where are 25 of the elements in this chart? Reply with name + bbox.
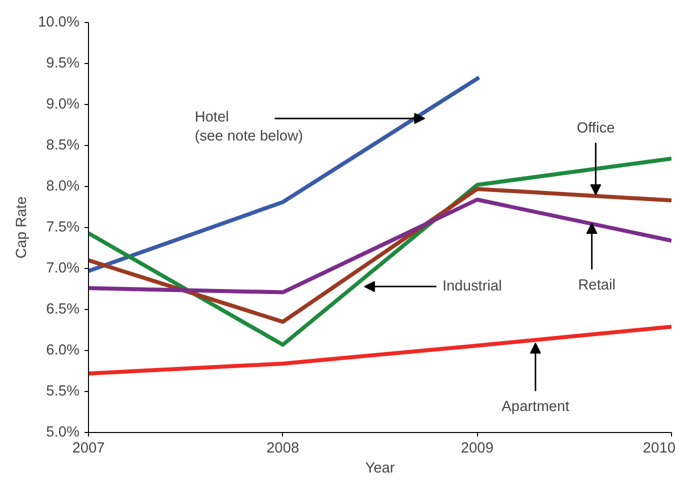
y-tick-label: 9.5% — [46, 56, 80, 72]
y-axis-title: Cap Rate — [14, 196, 30, 258]
y-tick-label: 6.5% — [46, 302, 80, 318]
annotation: Retail — [578, 277, 616, 294]
y-tick-label: 6.0% — [46, 342, 80, 358]
x-axis-title: Year — [365, 460, 395, 476]
y-tick-label: 10.0% — [38, 14, 80, 30]
x-tick-label: 2007 — [72, 440, 105, 456]
y-tick-label: 5.0% — [46, 424, 80, 440]
y-tick-label: 7.5% — [46, 220, 80, 236]
y-tick-label: 7.0% — [46, 260, 80, 276]
y-tick-label: 9.0% — [46, 96, 80, 112]
line-series — [88, 198, 672, 294]
x-tick-label: 2009 — [460, 440, 494, 456]
line-series — [88, 186, 672, 324]
annotation: Industrial — [442, 278, 502, 295]
annotation: Apartment — [502, 399, 570, 416]
x-tick-label: 2008 — [266, 440, 300, 456]
x-tick-label: 2010 — [642, 440, 675, 456]
y-tick-label: 8.5% — [46, 138, 80, 154]
line-series — [88, 324, 672, 376]
annotation: Office — [576, 120, 615, 137]
annotation: Hotel (see note below) — [194, 109, 304, 145]
y-tick-label: 8.0% — [46, 178, 80, 194]
y-tick-label: 5.5% — [46, 384, 80, 400]
